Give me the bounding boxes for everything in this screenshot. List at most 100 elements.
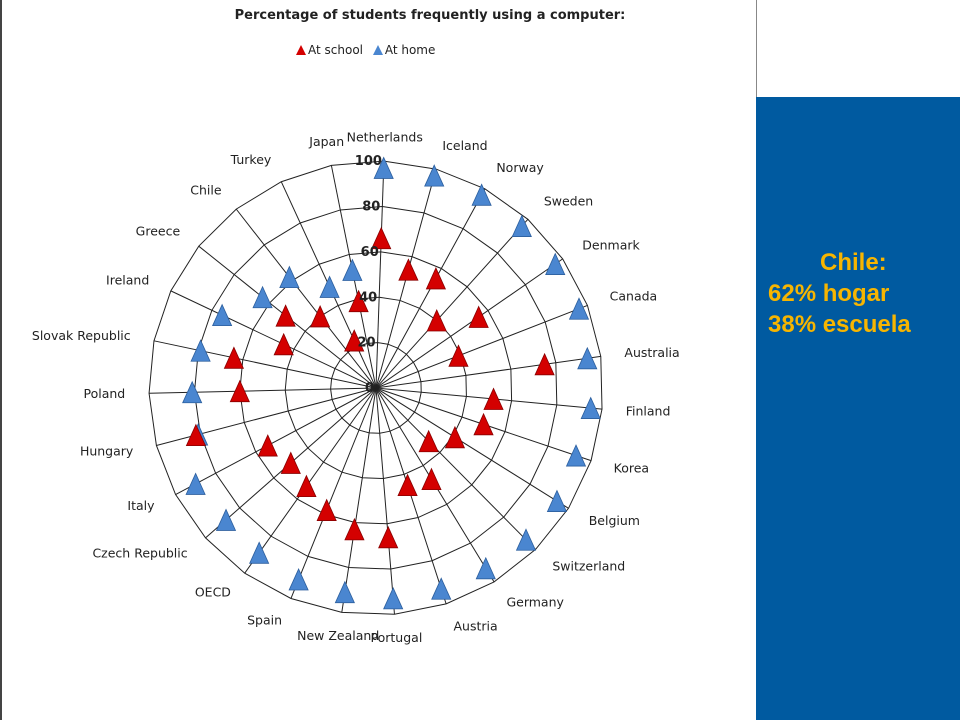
home-marker xyxy=(182,380,203,404)
radial-tick-label: 80 xyxy=(362,200,380,215)
radial-tick-label: 0 xyxy=(365,381,374,396)
home-marker xyxy=(424,164,445,187)
axis-label: Turkey xyxy=(230,152,272,167)
axis-label: Poland xyxy=(83,386,125,401)
school-marker xyxy=(534,352,555,376)
home-marker xyxy=(252,285,273,309)
school-marker xyxy=(223,346,245,369)
school-marker xyxy=(316,498,337,521)
school-marker xyxy=(418,429,439,453)
grid-ring xyxy=(239,251,513,525)
axis-label: Finland xyxy=(626,403,671,418)
grid-spoke xyxy=(375,258,563,389)
axis-label: Ireland xyxy=(106,273,149,288)
side-line-school: 38% escuela xyxy=(768,311,911,338)
chart-title: Percentage of students frequently using … xyxy=(234,8,626,23)
axis-label: Slovak Republic xyxy=(32,328,131,343)
axis-label: Japan xyxy=(308,134,344,149)
school-marker xyxy=(257,434,278,457)
school-marker xyxy=(421,467,442,491)
home-marker xyxy=(511,214,532,237)
grid-ring xyxy=(330,342,422,434)
axis-label: Germany xyxy=(506,594,564,609)
radial-tick-label: 100 xyxy=(355,154,382,169)
home-marker xyxy=(279,265,300,288)
chart-legend: At school At home xyxy=(296,43,441,58)
school-marker xyxy=(280,451,301,474)
axis-label: Greece xyxy=(136,223,181,238)
home-marker xyxy=(334,580,355,604)
grid-ring xyxy=(284,296,467,480)
grid-spoke xyxy=(375,304,588,389)
home-marker xyxy=(431,577,452,600)
home-marker xyxy=(215,508,237,531)
home-marker xyxy=(342,258,363,281)
home-marker xyxy=(545,252,566,275)
grid-spoke xyxy=(244,387,377,574)
school-marker xyxy=(425,266,447,290)
home-marker xyxy=(212,303,233,327)
axis-label: Sweden xyxy=(544,194,593,209)
school-marker xyxy=(483,387,504,410)
grid-ring xyxy=(148,160,603,615)
home-marker xyxy=(471,183,492,206)
school-marker xyxy=(397,473,418,497)
home-marker xyxy=(185,472,206,495)
axis-label: Italy xyxy=(127,498,155,513)
left-border xyxy=(0,0,2,720)
axis-label: Norway xyxy=(496,160,544,175)
grid-spoke xyxy=(375,355,601,389)
home-marker xyxy=(475,556,496,580)
side-panel: Chile: 62% hogar 38% escuela xyxy=(756,97,960,720)
radar-chart: Netherlands Iceland Norway Sweden Denmark Can… xyxy=(32,129,680,645)
grid-spoke xyxy=(341,387,377,613)
axis-label: Czech Republic xyxy=(92,546,187,561)
axis-label: Chile xyxy=(190,182,222,197)
school-marker xyxy=(185,423,207,447)
legend-red-triangle-icon xyxy=(296,45,306,55)
radial-tick-label: 60 xyxy=(361,245,379,260)
home-marker xyxy=(546,489,568,512)
home-marker xyxy=(383,586,404,610)
axis-label: Canada xyxy=(610,289,658,304)
axis-label: Denmark xyxy=(582,237,640,252)
legend-label-school: At school xyxy=(308,43,363,57)
axis-label: Netherlands xyxy=(347,129,423,144)
home-marker xyxy=(580,396,601,419)
school-marker xyxy=(398,258,419,281)
school-marker xyxy=(426,309,447,332)
side-line-chile: Chile: xyxy=(820,249,887,276)
radial-tick-label: 40 xyxy=(359,290,377,305)
home-marker xyxy=(319,275,340,298)
school-marker xyxy=(309,304,331,328)
grid-spoke xyxy=(375,218,529,389)
grid-spoke xyxy=(290,387,377,599)
grid-spoke xyxy=(153,340,377,389)
home-marker xyxy=(515,528,537,551)
grid-spoke xyxy=(375,387,395,615)
axis-label: Iceland xyxy=(442,138,487,153)
side-panel-text: Chile: 62% hogar 38% escuela xyxy=(756,247,960,340)
school-marker xyxy=(348,289,369,313)
school-marker xyxy=(468,305,489,328)
home-marker xyxy=(288,568,309,591)
axis-label: OECD xyxy=(195,585,231,600)
legend-item-home: At home xyxy=(372,43,436,57)
axis-label: Belgium xyxy=(589,513,640,528)
home-marker xyxy=(568,297,590,320)
school-marker xyxy=(275,304,296,327)
axis-label: Australia xyxy=(624,345,679,360)
grid-spoke xyxy=(149,387,377,394)
home-marker xyxy=(190,339,211,362)
home-marker xyxy=(249,541,270,564)
axis-label: Switzerland xyxy=(552,558,625,573)
legend-label-home: At home xyxy=(384,43,436,57)
grid-spoke xyxy=(170,290,377,389)
axis-label: Spain xyxy=(247,613,282,628)
grid-spoke xyxy=(235,208,377,389)
school-marker xyxy=(378,525,399,549)
axis-label: Korea xyxy=(614,460,649,475)
school-marker xyxy=(273,332,294,356)
grid-spoke xyxy=(375,161,385,389)
school-marker xyxy=(448,344,469,367)
